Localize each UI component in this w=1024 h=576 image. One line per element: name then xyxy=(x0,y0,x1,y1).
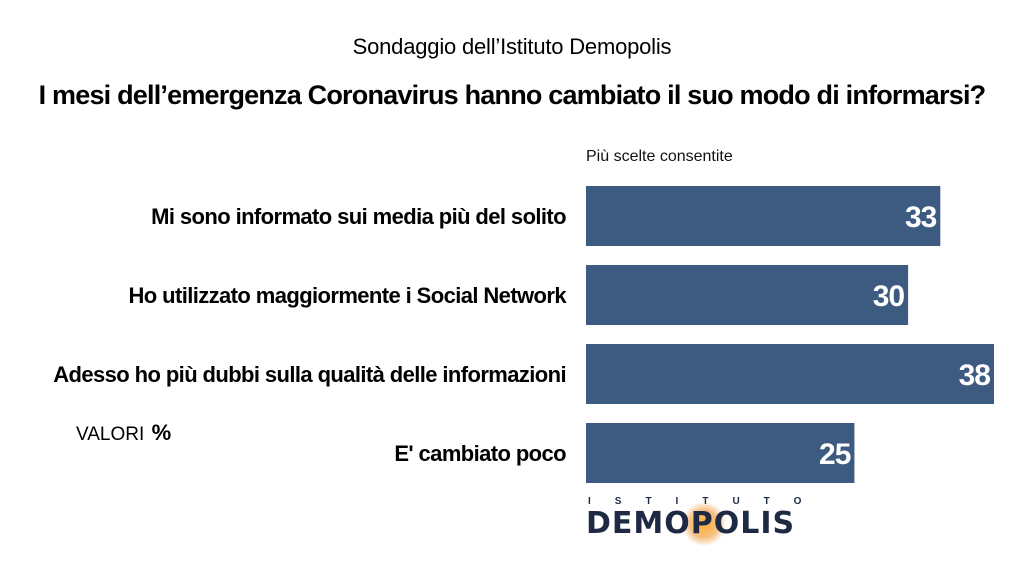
logo-main-wrap: DEMOPOLIS xyxy=(586,502,838,546)
category-label: Adesso ho più dubbi sulla qualità delle … xyxy=(53,362,566,387)
logo-top-text: ISTITUTO xyxy=(586,496,838,508)
logo-main-text: DEMOPOLIS xyxy=(586,506,796,541)
bar xyxy=(586,423,855,483)
bar-value-label: 33 xyxy=(905,201,937,234)
chart-note: Più scelte consentite xyxy=(586,148,733,165)
category-label: E' cambiato poco xyxy=(394,441,566,466)
bar-value-label: 38 xyxy=(959,359,991,392)
bar xyxy=(586,186,941,246)
category-label: Ho utilizzato maggiormente i Social Netw… xyxy=(129,283,568,308)
values-unit-label: VALORI % xyxy=(76,420,171,446)
demopolis-logo: ISTITUTO DEMOPOLIS xyxy=(586,496,838,546)
category-label: Mi sono informato sui media più del soli… xyxy=(151,204,566,229)
chart-title: I mesi dell’emergenza Coronavirus hanno … xyxy=(38,80,987,110)
bar xyxy=(586,344,994,404)
chart-subtitle: Sondaggio dell’Istituto Demopolis xyxy=(352,34,672,59)
values-label-text: VALORI xyxy=(76,424,145,445)
logo-glow-icon xyxy=(682,502,726,546)
bar-value-label: 30 xyxy=(873,280,905,313)
values-label-unit: % xyxy=(151,420,172,445)
bar xyxy=(586,265,909,325)
bar-value-label: 25 xyxy=(819,438,851,471)
